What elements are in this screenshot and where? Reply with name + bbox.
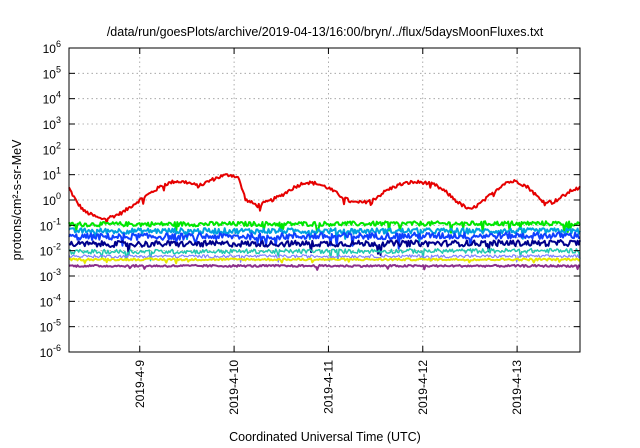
y-tick-label: 10-1 <box>40 216 61 233</box>
y-tick-base: 10 <box>40 270 54 284</box>
y-tick-label: 102 <box>43 140 61 157</box>
y-tick-exponent: 1 <box>56 166 61 176</box>
y-tick-base: 10 <box>40 245 54 259</box>
y-tick-label: 103 <box>43 115 61 132</box>
y-tick-exponent: 2 <box>56 140 61 150</box>
y-tick-exponent: 0 <box>56 191 61 201</box>
y-tick-label: 104 <box>43 90 61 107</box>
y-tick-label: 10-2 <box>40 242 61 259</box>
y-tick-base: 10 <box>43 67 57 81</box>
y-tick-exponent: -4 <box>53 292 61 302</box>
series-line <box>68 239 581 256</box>
x-axis: 2019-4-9 2019-4-10 2019-4-11 2019-4-12 2019-… <box>133 48 524 415</box>
y-tick-exponent: 4 <box>56 90 61 100</box>
y-tick-base: 10 <box>40 321 54 335</box>
series-line <box>68 220 581 234</box>
y-tick-exponent: -6 <box>53 343 61 353</box>
y-tick-exponent: -1 <box>53 216 61 226</box>
series-line <box>68 254 581 263</box>
y-tick-base: 10 <box>40 219 54 233</box>
y-tick-label: 10-3 <box>40 267 61 284</box>
y-tick-base: 10 <box>43 169 57 183</box>
y-tick-label: 101 <box>43 166 61 183</box>
y-tick-base: 10 <box>40 295 54 309</box>
y-tick-label: 10-6 <box>40 343 61 360</box>
series-line <box>68 257 581 265</box>
y-tick-exponent: 6 <box>56 39 61 49</box>
y-tick-exponent: -3 <box>53 267 61 277</box>
y-tick-exponent: 3 <box>56 115 61 125</box>
grid <box>69 48 580 352</box>
y-tick-base: 10 <box>43 194 57 208</box>
x-tick-label: 2019-4-10 <box>227 360 241 415</box>
x-axis-title: Coordinated Universal Time (UTC) <box>229 430 421 444</box>
series-line <box>68 173 581 224</box>
y-tick-exponent: 5 <box>56 64 61 74</box>
y-tick-label: 105 <box>43 64 61 81</box>
series-line <box>68 231 581 250</box>
y-tick-base: 10 <box>43 143 57 157</box>
series-line <box>68 247 581 262</box>
x-tick-label: 2019-4-12 <box>416 360 430 415</box>
y-tick-label: 10-5 <box>40 318 61 335</box>
series-line <box>68 227 581 243</box>
y-axis-title: protons/cm²-s-sr-MeV <box>10 139 24 261</box>
y-tick-label: 10-4 <box>40 292 61 309</box>
y-tick-base: 10 <box>40 346 54 360</box>
y-axis: 10-610-510-410-310-210-11001011021031041… <box>40 39 580 360</box>
y-tick-base: 10 <box>43 93 57 107</box>
y-tick-label: 106 <box>43 39 61 56</box>
series-group <box>68 173 581 271</box>
x-tick-label: 2019-4-13 <box>510 360 524 415</box>
y-tick-base: 10 <box>43 42 57 56</box>
x-tick-label: 2019-4-9 <box>133 360 147 408</box>
x-tick-label: 2019-4-11 <box>321 360 335 414</box>
series-line <box>68 263 581 271</box>
y-tick-exponent: -5 <box>53 318 61 328</box>
y-tick-exponent: -2 <box>53 242 61 252</box>
y-tick-base: 10 <box>43 118 57 132</box>
chart-title: /data/run/goesPlots/archive/2019-04-13/1… <box>107 25 544 39</box>
y-tick-label: 100 <box>43 191 61 208</box>
